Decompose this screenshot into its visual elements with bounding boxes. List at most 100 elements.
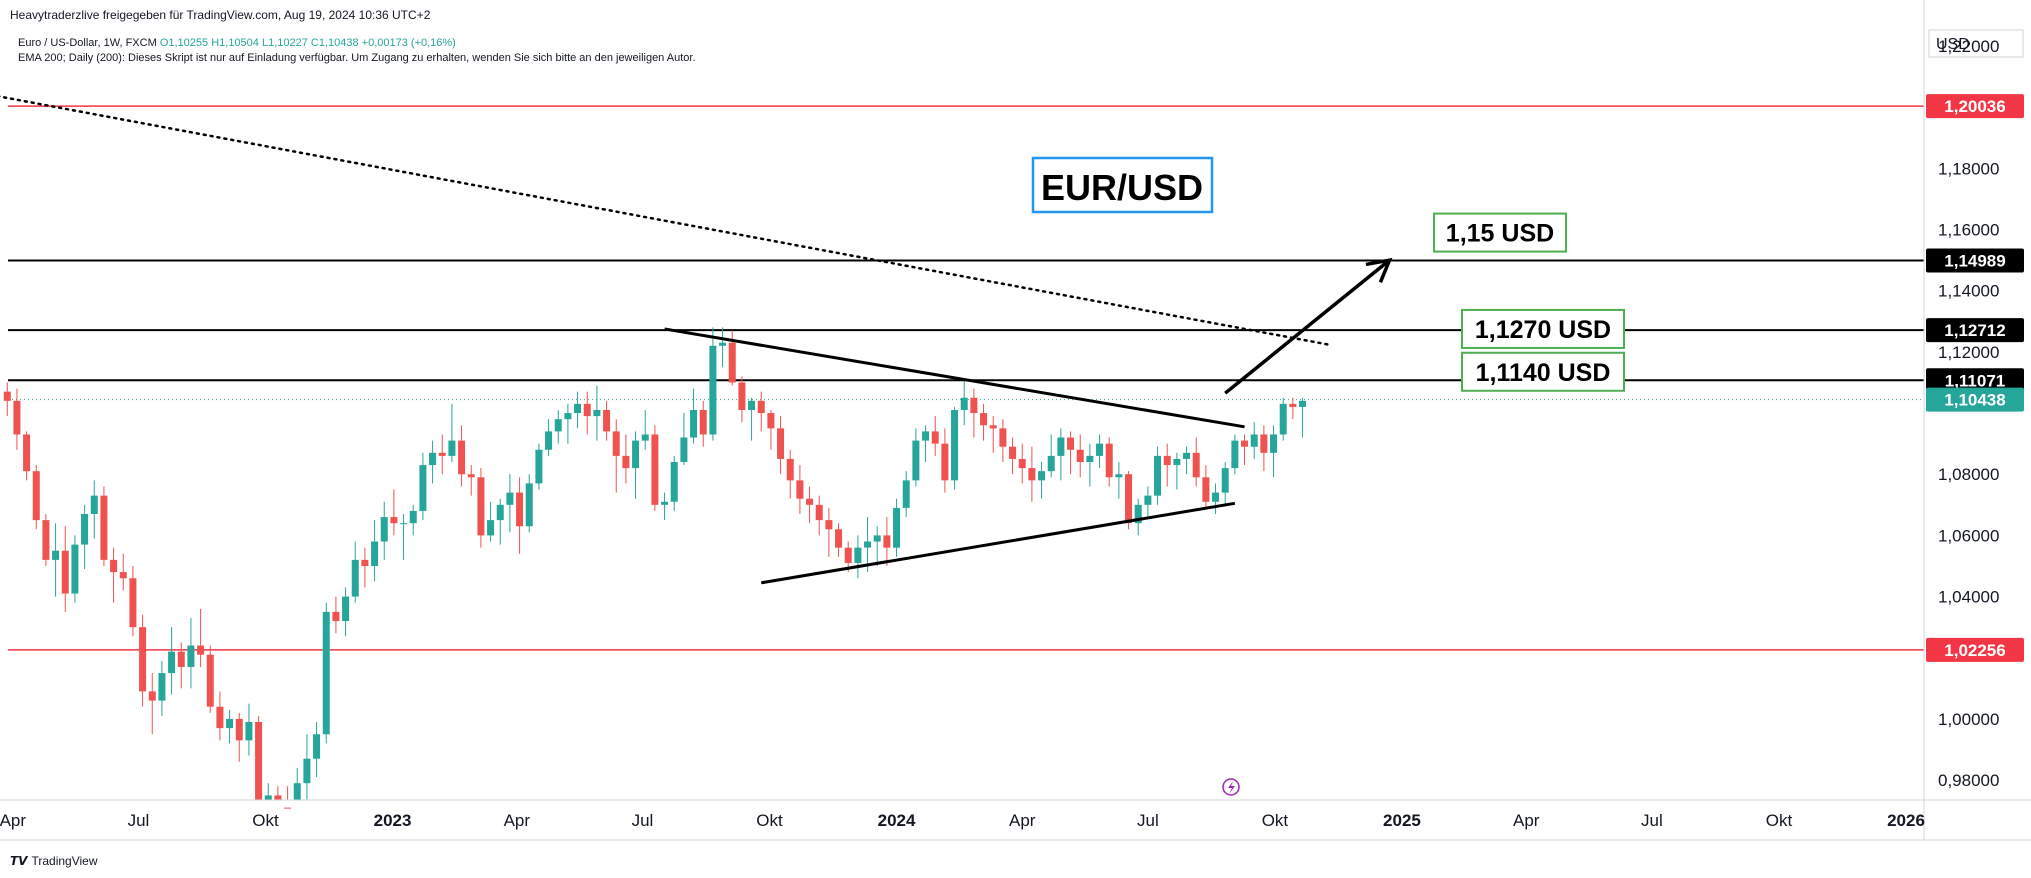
candle-body bbox=[1231, 440, 1239, 469]
x-tick-label: Okt bbox=[1766, 811, 1793, 830]
target-price-box[interactable] bbox=[1433, 212, 1567, 253]
candle-body bbox=[1183, 452, 1191, 459]
y-tick-label: 1,06000 bbox=[1938, 526, 1999, 545]
level-price-label: 1,11071 bbox=[1945, 371, 2006, 390]
candle bbox=[777, 416, 785, 475]
candle bbox=[748, 397, 756, 441]
candle-body bbox=[1299, 400, 1307, 407]
candle bbox=[1154, 446, 1162, 505]
candle-body bbox=[1125, 474, 1133, 524]
x-tick-label: Jul bbox=[632, 811, 654, 830]
share-attribution: Heavytraderzlive freigegeben für Trading… bbox=[10, 8, 431, 22]
candle-body bbox=[970, 397, 978, 414]
x-tick-label: 2023 bbox=[374, 811, 412, 830]
chart-title: EUR/USD bbox=[1041, 167, 1203, 208]
candle-body bbox=[941, 443, 949, 481]
candle bbox=[284, 786, 292, 809]
candle bbox=[757, 391, 765, 432]
candle bbox=[100, 486, 108, 566]
candle bbox=[738, 376, 746, 423]
candle-body bbox=[1038, 471, 1046, 481]
candle bbox=[168, 627, 176, 695]
candle bbox=[1299, 397, 1307, 438]
candle-body bbox=[226, 718, 234, 729]
candle-body bbox=[709, 345, 717, 435]
candle-body bbox=[1105, 443, 1113, 478]
candle-body bbox=[419, 465, 427, 511]
candle-body bbox=[3, 391, 11, 401]
candle-body bbox=[815, 504, 823, 521]
candle-body bbox=[622, 455, 630, 469]
candle-body bbox=[690, 410, 698, 438]
candle bbox=[419, 452, 427, 521]
horizontal-levels: 1,20036 1,14989 1,12712 1,11071 1,02256 1,104… bbox=[8, 94, 2024, 662]
candle-body bbox=[81, 514, 89, 545]
candle-body bbox=[757, 400, 765, 414]
candle-body bbox=[13, 400, 21, 435]
x-tick-label: Apr bbox=[0, 811, 26, 830]
candle bbox=[622, 434, 630, 484]
target-price-box[interactable] bbox=[1461, 308, 1625, 349]
candle-body bbox=[1057, 437, 1065, 456]
candle-body bbox=[71, 544, 79, 594]
candle bbox=[864, 517, 872, 573]
candle bbox=[351, 541, 359, 603]
candle-body bbox=[1192, 452, 1200, 478]
candle-body bbox=[1018, 458, 1026, 469]
candle-body bbox=[1028, 468, 1036, 481]
x-tick-label: 2024 bbox=[878, 811, 916, 830]
candle bbox=[786, 449, 794, 499]
candle bbox=[81, 504, 89, 570]
tradingview-logo-icon: 𝙏𝙑 bbox=[10, 854, 28, 868]
x-tick-label: Jul bbox=[1137, 811, 1159, 830]
candle-body bbox=[187, 645, 195, 667]
symbol-line[interactable]: Euro / US-Dollar, 1W, FXCM O1,10255 H1,1… bbox=[18, 36, 696, 51]
candle-body bbox=[90, 495, 98, 514]
current-price-label: 1,10438 bbox=[1944, 391, 2005, 410]
event-lightning-icon[interactable] bbox=[1222, 778, 1240, 796]
currency-label[interactable]: USD bbox=[1936, 36, 1970, 53]
candle bbox=[187, 618, 195, 689]
title-box[interactable] bbox=[1031, 156, 1214, 214]
lower-trendline[interactable] bbox=[760, 501, 1236, 585]
candle-body bbox=[1241, 440, 1249, 447]
candle-body bbox=[632, 440, 640, 469]
candle bbox=[835, 523, 843, 557]
candle bbox=[42, 514, 50, 566]
y-tick-label: 1,00000 bbox=[1938, 710, 1999, 729]
x-tick-label: Okt bbox=[756, 811, 783, 830]
y-tick-label: 1,08000 bbox=[1938, 465, 1999, 484]
x-tick-label: Okt bbox=[1262, 811, 1289, 830]
candle-body bbox=[177, 651, 185, 667]
candle-body bbox=[1086, 455, 1094, 462]
candle-body bbox=[467, 474, 475, 478]
candle bbox=[226, 709, 234, 744]
candle bbox=[467, 465, 475, 496]
candle-body bbox=[719, 342, 727, 346]
candle-body bbox=[593, 410, 601, 417]
dotted-trendline[interactable] bbox=[0, 78, 1333, 347]
level-price-label: 1,14989 bbox=[1944, 251, 2005, 270]
indicator-line[interactable]: EMA 200; Daily (200): Dieses Skript ist … bbox=[18, 52, 696, 64]
candle-body bbox=[168, 651, 176, 674]
grid bbox=[0, 0, 2031, 845]
candle bbox=[1270, 425, 1278, 478]
candle bbox=[574, 391, 582, 429]
target-price-box[interactable] bbox=[1461, 351, 1625, 392]
candle-body bbox=[738, 382, 746, 410]
candle-body bbox=[545, 431, 553, 450]
candle bbox=[71, 535, 79, 603]
upper-trendline[interactable] bbox=[664, 327, 1245, 429]
candle-body bbox=[883, 535, 891, 548]
candle-body bbox=[535, 449, 543, 484]
candle-body bbox=[796, 480, 804, 499]
candle bbox=[680, 413, 688, 466]
candle-body bbox=[32, 471, 40, 521]
candle bbox=[796, 465, 804, 514]
candle bbox=[264, 783, 272, 800]
candle bbox=[448, 403, 456, 462]
projection-arrow-shaft[interactable] bbox=[1224, 258, 1391, 395]
candle bbox=[1212, 483, 1220, 514]
candle-body bbox=[409, 510, 417, 524]
